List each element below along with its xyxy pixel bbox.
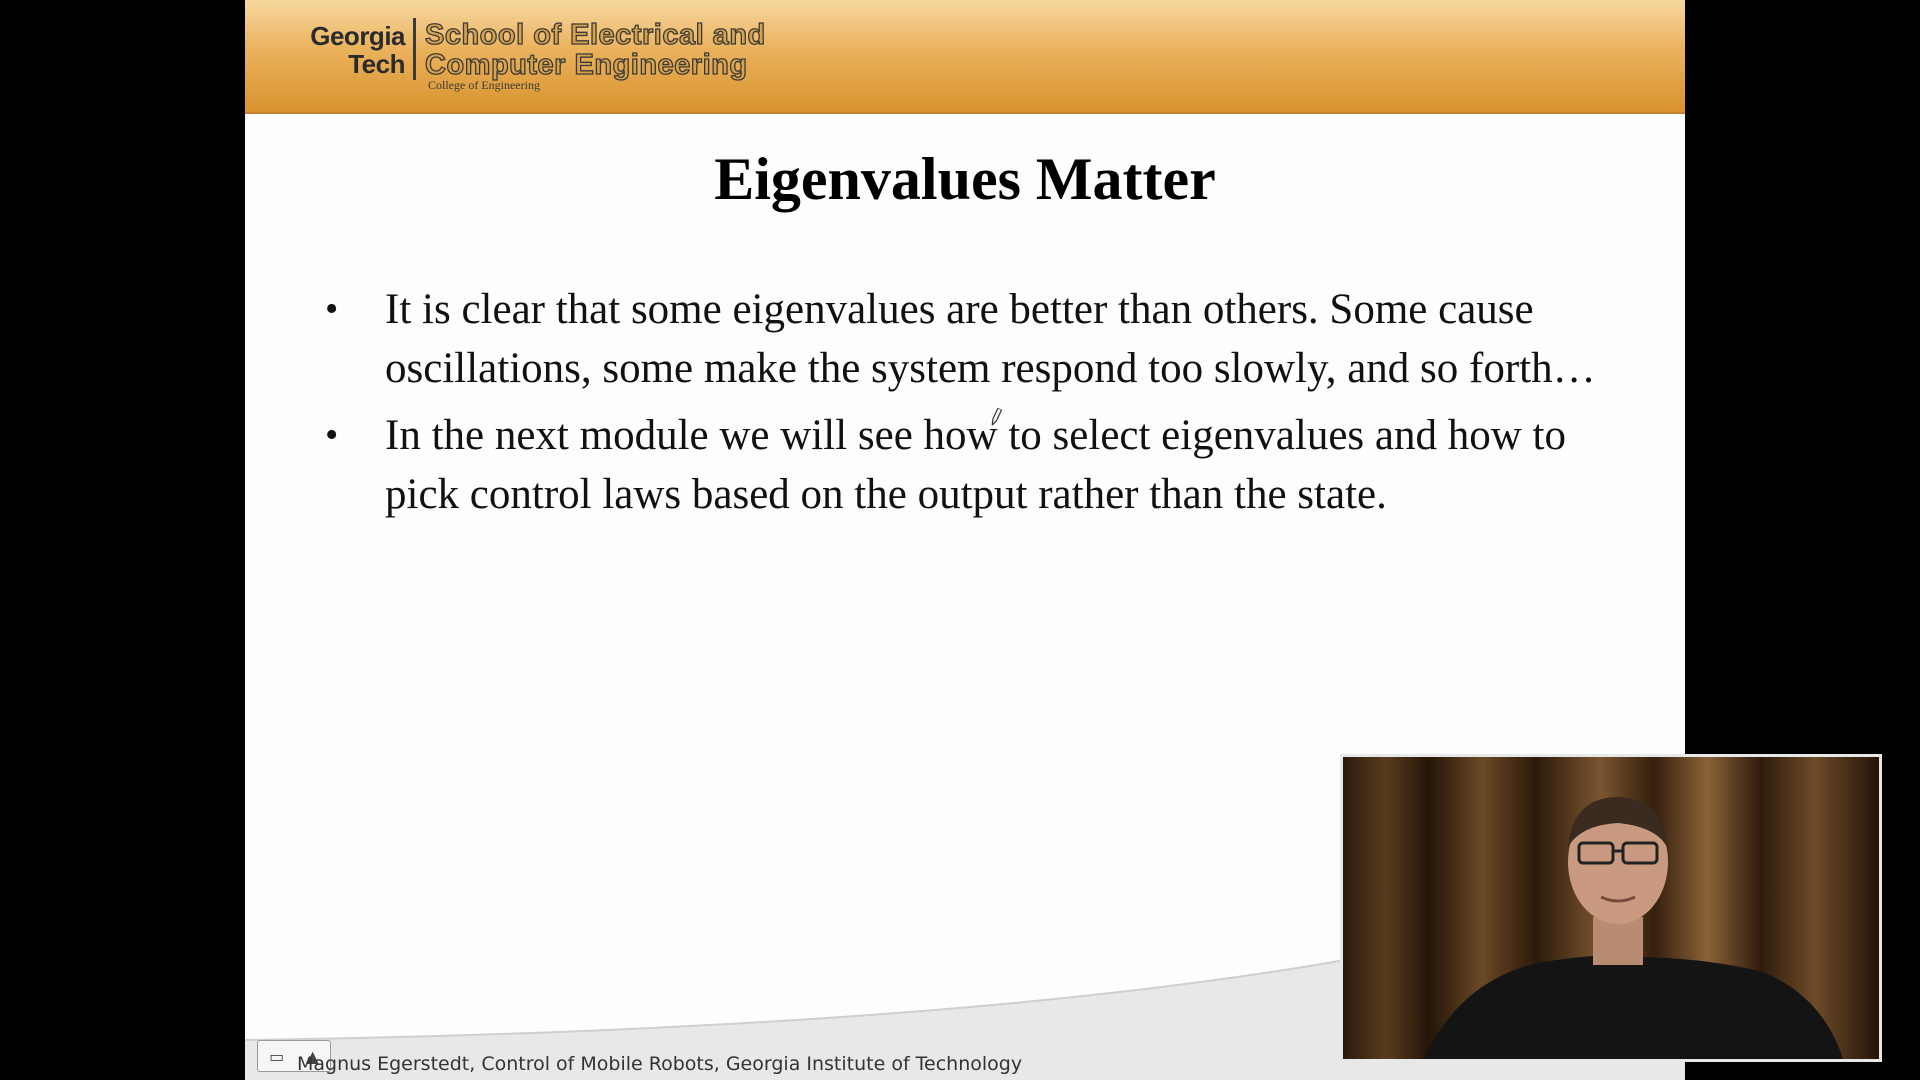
triangle-up-icon[interactable]: ▲ — [306, 1046, 319, 1066]
georgia-tech-logo: Georgia Tech — [275, 22, 405, 78]
bullet-dot: • — [325, 414, 339, 456]
bullet-item: • It is clear that some eigenvalues are … — [325, 280, 1625, 398]
school-line-2: Computer Engineering — [424, 49, 748, 81]
logo-divider — [413, 18, 416, 80]
bullet-text: It is clear that some eigenvalues are be… — [385, 286, 1596, 392]
bottom-swoosh — [245, 960, 1685, 1080]
slide-nav-icon[interactable]: ▭ — [269, 1046, 285, 1066]
bullet-item: • In the next module we will see how to … — [325, 406, 1625, 524]
school-name: School of Electrical and Computer Engine… — [424, 19, 766, 81]
presenter-video — [1340, 754, 1882, 1062]
slide-header: Georgia Tech School of Electrical and Co… — [245, 0, 1685, 114]
pen-cursor-icon — [991, 407, 1003, 427]
school-line-1: School of Electrical and — [424, 19, 766, 51]
slide-controls[interactable]: ▭ ▲ — [257, 1040, 331, 1072]
bullet-dot: • — [325, 288, 339, 330]
college-name: College of Engineering — [428, 78, 540, 92]
logo-line-tech: Tech — [348, 49, 405, 79]
logo-line-georgia: Georgia — [310, 21, 405, 51]
slide-title: Eigenvalues Matter — [714, 146, 1216, 212]
slide-footer: Magnus Egerstedt, Control of Mobile Robo… — [297, 1053, 1023, 1075]
bullet-text: In the next module we will see how to se… — [385, 412, 1566, 518]
bullet-list: • It is clear that some eigenvalues are … — [325, 280, 1625, 532]
presentation-slide: Georgia Tech School of Electrical and Co… — [245, 0, 1685, 1080]
presenter-image — [1343, 757, 1879, 1059]
